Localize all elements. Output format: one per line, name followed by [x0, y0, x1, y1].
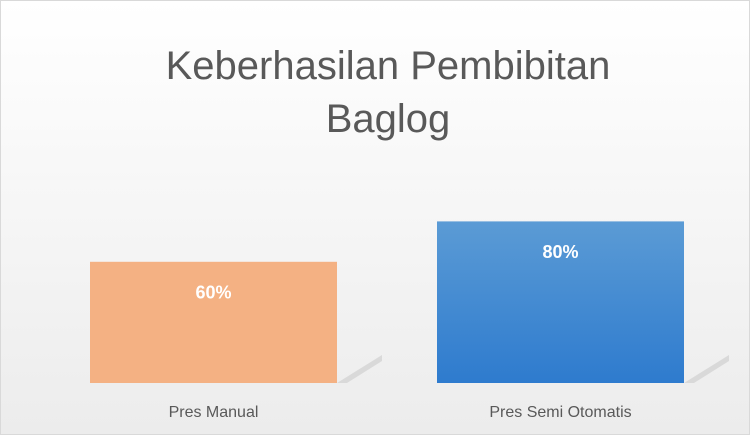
x-tick-label: Pres Semi Otomatis	[489, 404, 631, 421]
bar-shadow	[684, 355, 729, 383]
bar-shadow	[337, 355, 382, 383]
data-label: 60%	[195, 283, 231, 303]
bar	[90, 261, 337, 383]
data-label: 80%	[542, 242, 578, 262]
x-tick-label: Pres Manual	[169, 404, 259, 421]
chart-title: Keberhasilan Pembibitan Baglog	[165, 44, 611, 141]
bar	[437, 221, 684, 383]
